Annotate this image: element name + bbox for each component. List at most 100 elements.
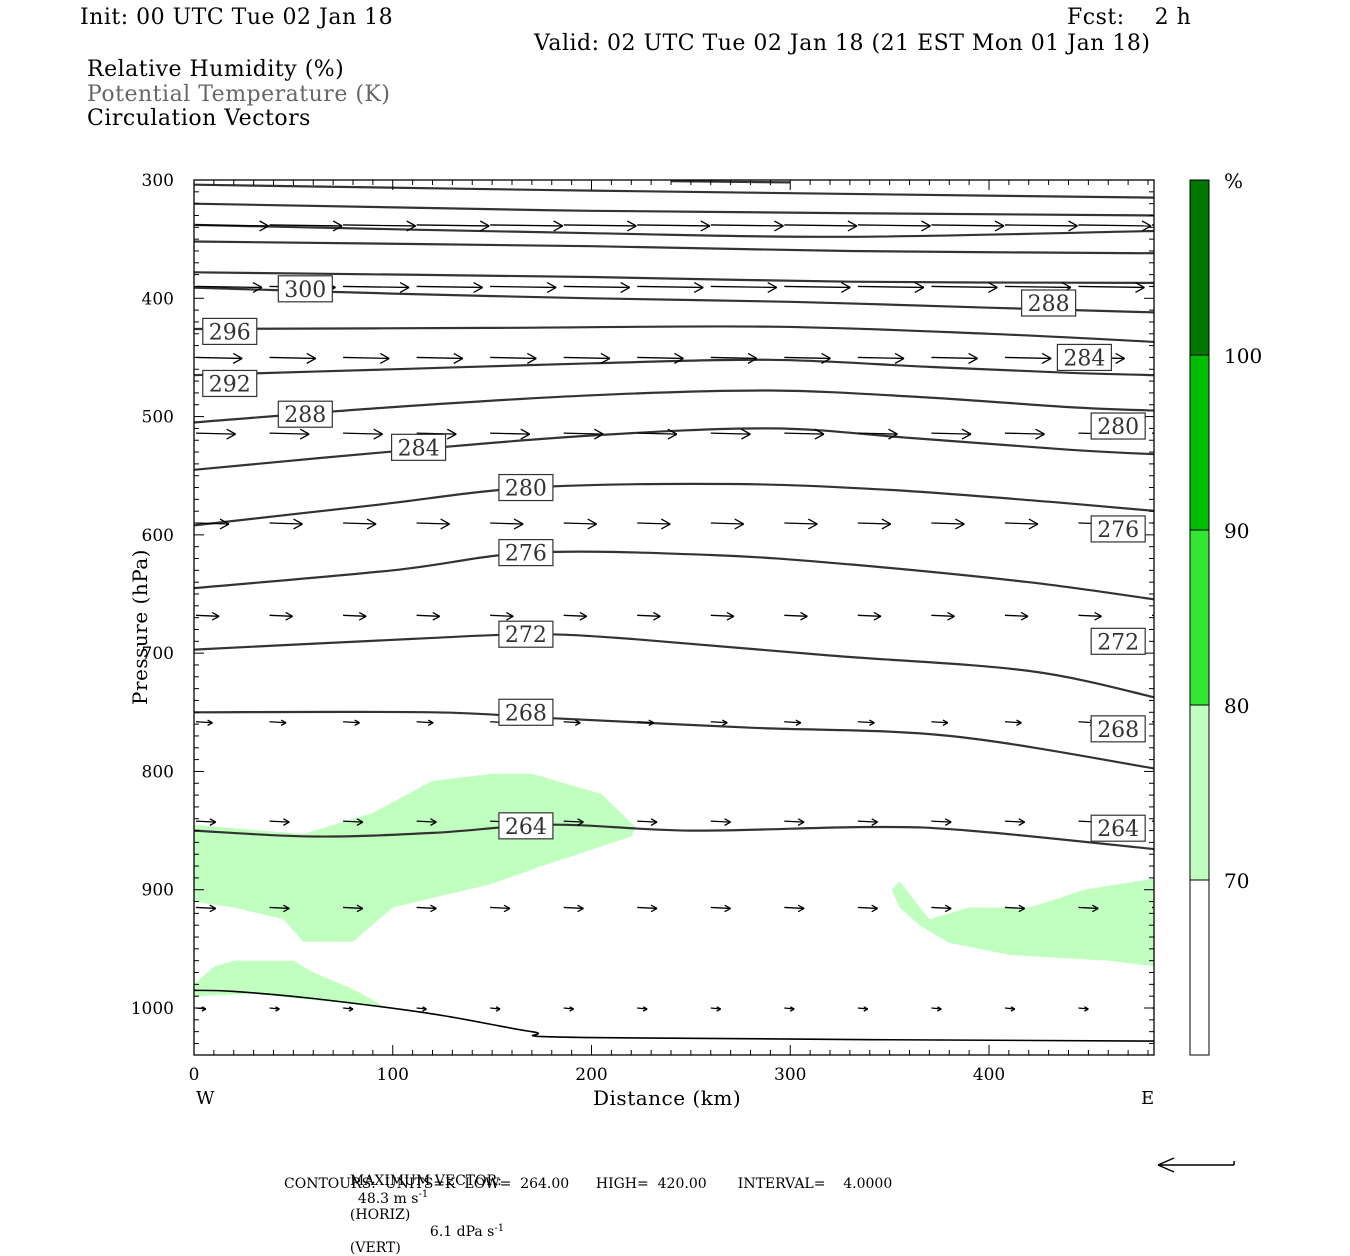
x-axis-title: Distance (km) — [593, 1086, 742, 1110]
colorbar-segment — [1189, 354, 1210, 531]
contour-label-text: 264 — [1097, 817, 1139, 842]
vector-arrow — [563, 1006, 574, 1012]
vector-arrow — [637, 818, 658, 826]
vector-arrow — [857, 611, 882, 621]
forecast-hour: Fcst: 2 h — [1067, 5, 1192, 30]
vector-arrow — [637, 220, 711, 232]
vector-arrow — [710, 518, 745, 530]
vector-arrow — [784, 904, 805, 913]
vector-arrow — [343, 281, 410, 293]
theta-contour-300 — [194, 286, 1154, 314]
contour-label-288: 288 — [277, 400, 333, 428]
colorbar: % 100 90 80 70 — [1189, 169, 1262, 1056]
colorbar-segment — [1189, 879, 1210, 1056]
theta-contour-272 — [194, 633, 1154, 699]
vector-arrow — [1151, 906, 1154, 909]
contour-label-text: 288 — [284, 403, 326, 428]
vector-arrow — [1078, 1006, 1089, 1012]
contour-label-text: 272 — [1097, 630, 1139, 655]
vector-arrow — [931, 518, 965, 530]
valid-time: Valid: 02 UTC Tue 02 Jan 18 (21 EST Mon … — [534, 31, 1151, 56]
vector-arrow — [343, 428, 383, 440]
vector-arrow — [195, 904, 217, 913]
vector-arrow — [416, 220, 490, 232]
vector-arrow — [416, 352, 464, 364]
vector-arrow — [416, 818, 437, 826]
vector-arrow — [931, 281, 998, 293]
vector-arrow — [563, 904, 584, 913]
vector-arrow — [784, 818, 805, 826]
vector-arrow — [195, 1006, 207, 1012]
vector-arrow — [637, 281, 704, 293]
colorbar-level-label: 70 — [1224, 869, 1249, 893]
contour-label-292: 292 — [202, 369, 258, 397]
vector-arrow — [195, 518, 230, 530]
vector-arrow — [1004, 818, 1026, 826]
vector-arrow — [490, 428, 531, 440]
contour-label-text: 272 — [505, 623, 547, 648]
surface-line — [194, 989, 1154, 1042]
vector-arrow — [637, 904, 658, 913]
vector-arrow — [784, 428, 825, 440]
horiz-tag: (HORIZ) — [349, 1206, 411, 1223]
vector-arrow — [195, 428, 236, 440]
contour-label-text: 280 — [1097, 415, 1139, 440]
vector-arrow — [637, 352, 684, 364]
x-end-label-west: W — [196, 1088, 215, 1109]
contour-label-272: 272 — [498, 620, 554, 648]
vector-arrow — [784, 518, 818, 530]
colorbar-level-label: 80 — [1224, 694, 1249, 718]
vector-arrow — [269, 428, 310, 440]
y-tick-label: 400 — [142, 289, 174, 309]
vector-arrow — [563, 719, 581, 727]
init-time: Init: 00 UTC Tue 02 Jan 18 — [80, 5, 394, 30]
vector-arrow — [490, 281, 557, 293]
contour-label-276: 276 — [1090, 515, 1146, 543]
vector-arrow — [710, 281, 778, 293]
rh-fill-layer — [194, 773, 1154, 1006]
y-axis-title: Pressure (hPa) — [128, 549, 152, 705]
rh-region-2 — [891, 878, 1154, 967]
vector-arrow — [490, 518, 524, 530]
vector-arrow — [1004, 518, 1039, 530]
vector-arrow — [857, 281, 925, 293]
vector-arrow — [857, 904, 878, 913]
vector-arrow — [857, 1006, 869, 1012]
vector-arrow — [710, 904, 731, 913]
colorbar-segment — [1189, 179, 1210, 356]
vector-arrow — [269, 818, 290, 826]
vector-arrow — [710, 1006, 721, 1012]
contour-label-text: 268 — [1097, 718, 1139, 743]
vector-arrow — [195, 352, 243, 364]
vector-arrow — [784, 611, 808, 621]
vector-arrow — [563, 281, 631, 293]
vector-arrow — [490, 611, 514, 621]
vector-arrow — [931, 904, 952, 913]
contour-label-264: 264 — [498, 812, 554, 840]
vector-arrow — [1004, 611, 1029, 621]
contour-label-text: 300 — [284, 278, 326, 303]
y-tick-label: 700 — [142, 644, 174, 664]
theta-contour-unlabeled-12 — [194, 223, 1154, 238]
vector-arrow — [931, 428, 972, 440]
vector-arrow — [269, 904, 290, 913]
colorbar-segment — [1189, 704, 1210, 881]
vector-arrow — [710, 352, 758, 364]
vector-arrow — [857, 428, 898, 440]
theta-contour-292 — [194, 358, 1154, 377]
contour-label-268: 268 — [498, 698, 554, 726]
vector-arrow — [931, 818, 952, 826]
vector-arrow — [931, 719, 949, 727]
vector-arrow — [637, 719, 655, 727]
vector-arrow — [343, 1006, 354, 1012]
vector-arrow — [269, 220, 343, 232]
vector-arrow — [1151, 522, 1154, 524]
vector-arrow — [857, 220, 931, 232]
vector-arrow — [195, 611, 220, 621]
max-vector-label: MAXIMUM VECTOR: — [349, 1173, 502, 1189]
legend-relative-humidity: Relative Humidity (%) — [87, 57, 345, 82]
x-tick-label: 400 — [973, 1065, 1005, 1085]
vector-arrow — [857, 719, 875, 727]
vector-arrow — [490, 1006, 501, 1012]
vector-arrow — [490, 352, 537, 364]
